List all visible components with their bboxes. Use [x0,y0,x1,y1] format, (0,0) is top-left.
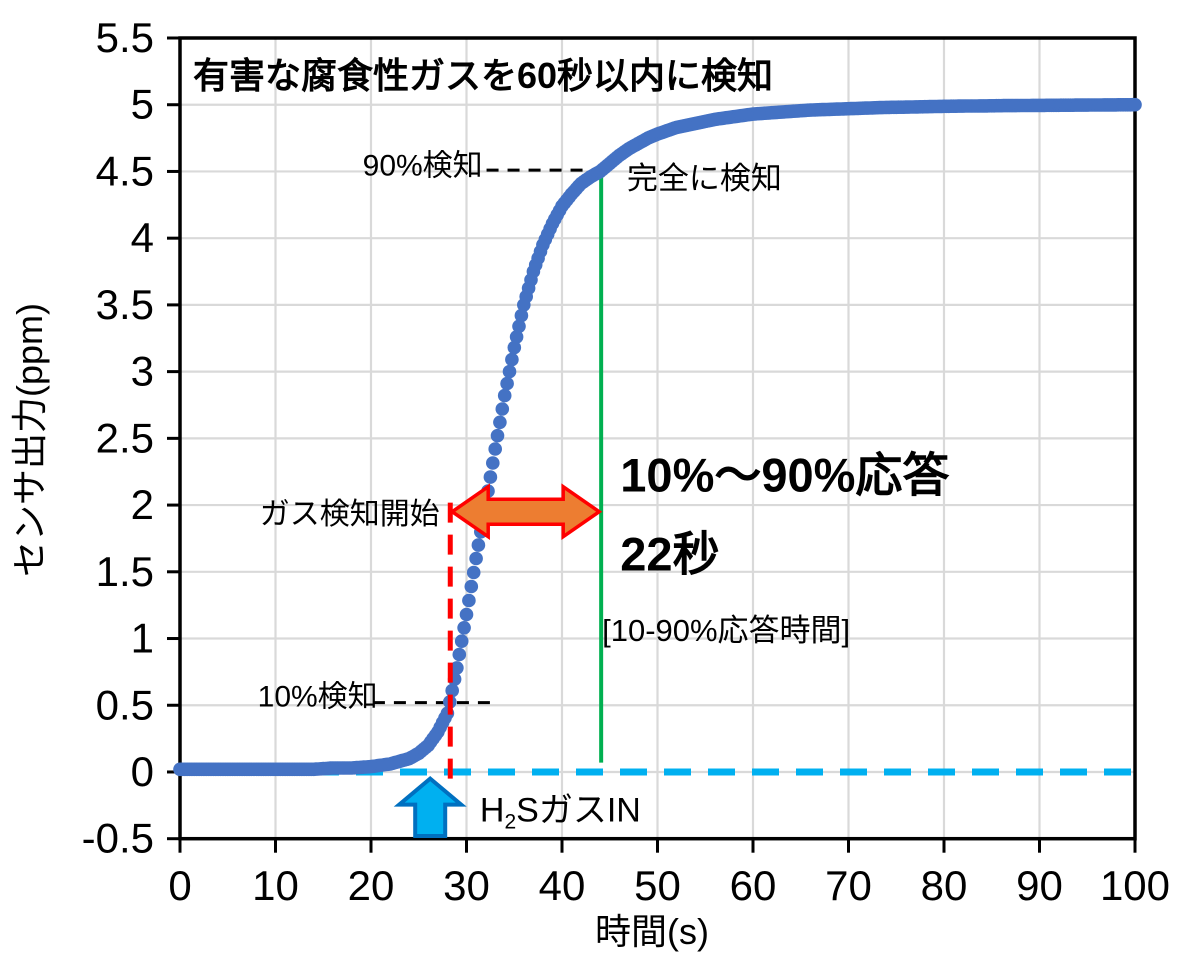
label-90pct: 90%検知 [363,150,483,183]
x-tick-label: 40 [539,862,586,909]
reference-lines [180,168,1135,776]
x-tick-label: 0 [168,862,191,909]
data-point-marker [466,565,481,580]
data-point-marker [497,388,512,403]
label-gas-start: ガス検知開始 [260,498,440,531]
y-tick-label: 1.5 [96,548,154,595]
response-span-arrow [449,483,603,541]
x-tick-label: 90 [1016,862,1063,909]
sensor-output-series [173,97,1142,777]
gas-in-arrow [393,775,467,838]
data-point-marker [483,470,498,484]
axis-tick-labels: 0 10 20 30 40 50 60 70 80 90 100 -0.5 0 0.5 1 1.5 2 2.5 3 3… [82,14,1170,909]
data-point-marker [469,551,483,566]
y-tick-label: 5.5 [96,14,154,61]
x-tick-label: 70 [825,862,872,909]
data-point-marker [462,593,476,608]
x-tick-label: 20 [348,862,395,909]
y-tick-label: 2.5 [96,414,154,461]
label-response-bracket: [10-90%応答時間] [602,613,850,648]
gridlines [178,36,1137,840]
y-tick-label: 5 [131,81,154,128]
annotation-arrows [393,483,603,838]
label-full-detection: 完全に検知 [627,161,782,196]
y-tick-label: 2 [131,481,154,528]
data-point-marker [454,634,469,648]
x-axis-title: 時間(s) [595,911,709,952]
y-tick-label: 4.5 [96,147,154,194]
label-h2s-gas-in: H2SガスIN [480,791,641,833]
data-point-marker [459,607,474,622]
data-point-marker [509,330,524,344]
data-point-marker [457,621,471,635]
data-point-marker [1128,97,1142,112]
data-point-marker [490,428,505,443]
y-tick-label: 3 [131,348,154,395]
data-point-marker [514,308,529,323]
label-response-line2: 22秒 [620,528,719,581]
y-tick-label: 4 [131,214,154,261]
chart-title: 有害な腐食性ガスを60秒以内に検知 [193,55,773,96]
data-point-marker [493,415,507,430]
x-tick-label: 30 [443,862,490,909]
y-tick-label: 0.5 [96,681,154,728]
x-tick-label: 100 [1100,862,1170,909]
label-10pct: 10%検知 [258,681,378,714]
x-tick-label: 60 [730,862,777,909]
label-response-line1: 10%〜90%応答 [620,449,950,502]
data-point-marker [450,661,464,675]
axis-ticks [167,36,1137,853]
data-point-marker [445,683,460,698]
x-tick-label: 10 [252,862,299,909]
data-point-marker [505,352,519,367]
data-point-marker [452,647,467,662]
data-point-marker [495,402,510,416]
data-point-marker [464,579,479,594]
x-tick-label: 50 [634,862,681,909]
data-point-marker [486,456,500,470]
x-tick-label: 80 [921,862,968,909]
y-tick-label: 0 [131,748,154,795]
data-point-marker [500,376,514,391]
y-tick-label: 1 [131,615,154,662]
y-axis-title: センサ出力(ppm) [9,303,50,577]
data-point-marker [488,442,503,456]
data-point-marker [507,340,522,355]
y-tick-label: -0.5 [82,815,154,862]
y-tick-label: 3.5 [96,281,154,328]
data-point-marker [502,364,517,379]
data-point-marker [471,538,486,552]
data-point-marker [512,319,526,334]
